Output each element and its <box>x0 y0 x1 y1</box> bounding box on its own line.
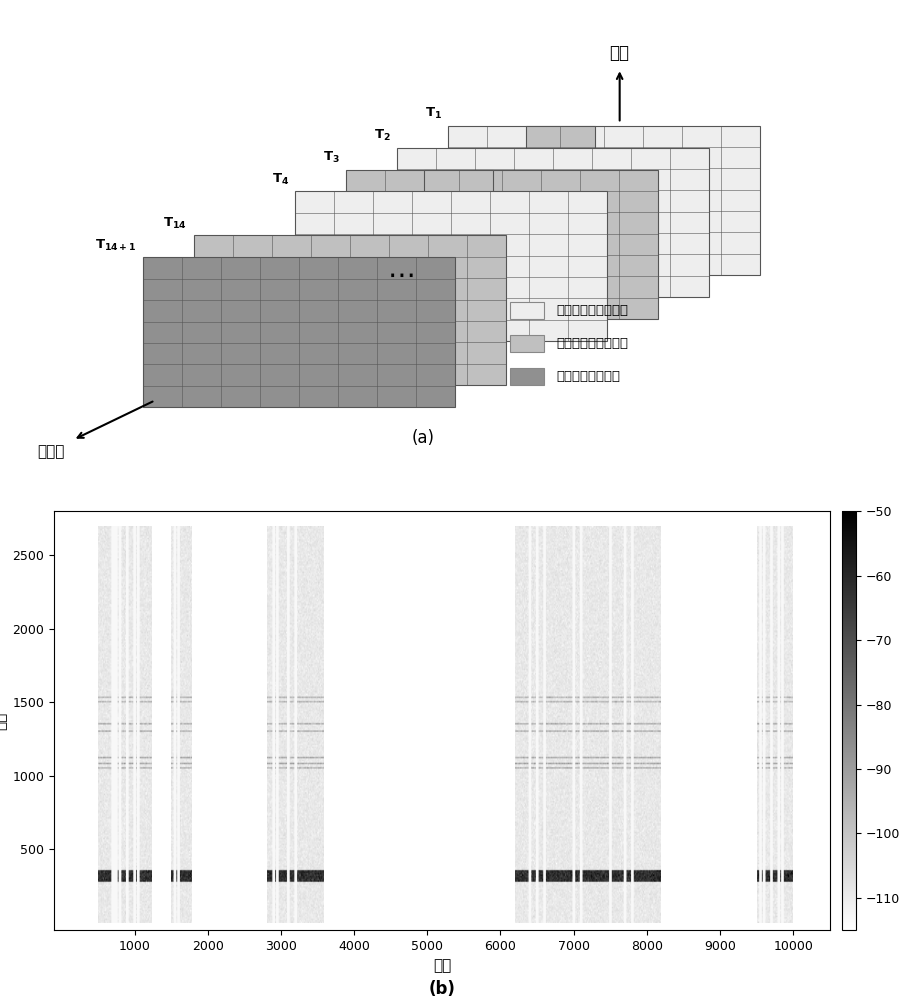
Text: $\mathbf{T_1}$: $\mathbf{T_1}$ <box>425 106 442 121</box>
Text: 待预测的频谱状态: 待预测的频谱状态 <box>557 370 621 383</box>
X-axis label: 时隙: 时隙 <box>433 958 451 973</box>
Text: 监测日: 监测日 <box>37 444 65 459</box>
FancyBboxPatch shape <box>510 368 544 385</box>
Text: $\mathbf{T_2}$: $\mathbf{T_2}$ <box>373 128 391 143</box>
Text: 频率: 频率 <box>610 44 630 62</box>
Polygon shape <box>424 170 492 319</box>
Polygon shape <box>397 148 709 297</box>
Polygon shape <box>194 235 505 385</box>
FancyBboxPatch shape <box>510 302 544 319</box>
Y-axis label: 频点: 频点 <box>0 711 7 730</box>
Text: 有效的历史频谱状态: 有效的历史频谱状态 <box>557 304 629 317</box>
Text: (b): (b) <box>428 980 456 998</box>
Text: $\mathbf{T_3}$: $\mathbf{T_3}$ <box>323 150 340 165</box>
Text: (a): (a) <box>412 429 435 447</box>
FancyBboxPatch shape <box>510 335 544 352</box>
Text: $\cdots$: $\cdots$ <box>387 261 414 289</box>
Text: $\mathbf{T_{14}}$: $\mathbf{T_{14}}$ <box>163 216 187 231</box>
Polygon shape <box>296 191 607 341</box>
Polygon shape <box>526 126 594 275</box>
Text: $\mathbf{T_4}$: $\mathbf{T_4}$ <box>272 172 289 187</box>
Text: $\mathbf{T_{14+1}}$: $\mathbf{T_{14+1}}$ <box>95 238 136 253</box>
Polygon shape <box>448 126 760 275</box>
Polygon shape <box>143 257 455 407</box>
Text: 缺失的历史频谱状态: 缺失的历史频谱状态 <box>557 337 629 350</box>
Polygon shape <box>346 170 658 319</box>
